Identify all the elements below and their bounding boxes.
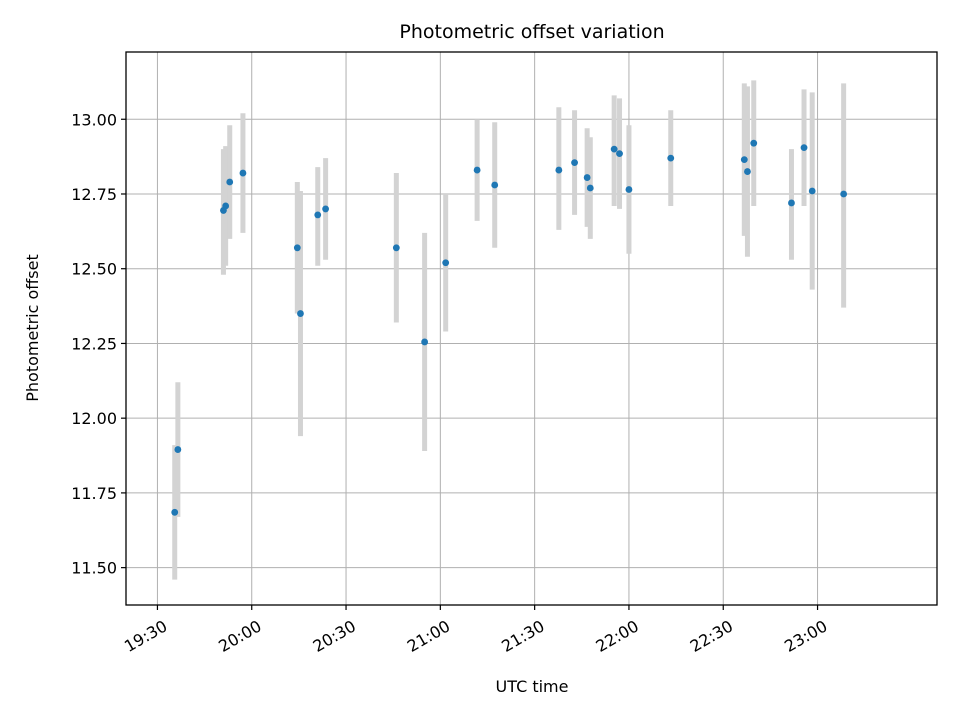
chart-title: Photometric offset variation <box>399 21 664 43</box>
x-tick-label: 22:00 <box>593 616 642 656</box>
data-point <box>800 144 808 152</box>
data-point <box>583 174 591 181</box>
data-point <box>392 244 400 252</box>
data-point <box>222 202 230 210</box>
y-tick-label: 12.75 <box>71 185 117 204</box>
data-point <box>473 166 481 174</box>
data-point <box>610 145 618 153</box>
y-axis-label: Photometric offset <box>23 254 42 402</box>
y-tick-label: 13.00 <box>71 110 117 129</box>
x-tick-label: 22:30 <box>687 616 736 656</box>
data-point <box>616 150 623 158</box>
data-point <box>571 159 578 167</box>
x-tick-label: 20:30 <box>310 616 359 656</box>
data-point <box>555 166 563 174</box>
data-point <box>171 508 179 516</box>
data-point <box>421 338 429 346</box>
x-tick-label: 21:30 <box>498 616 547 656</box>
data-point <box>174 446 182 453</box>
x-axis-label: UTC time <box>496 677 569 696</box>
data-point <box>808 187 816 195</box>
x-tick-label: 21:00 <box>404 616 453 656</box>
x-tick-label: 23:00 <box>781 616 830 656</box>
y-axis: 11.50 11.75 12.00 12.25 12.50 12.75 13.00 <box>71 110 126 578</box>
data-point <box>750 139 758 147</box>
y-tick-label: 12.00 <box>71 409 117 428</box>
data-point <box>740 156 748 164</box>
x-tick-label: 19:30 <box>121 616 170 656</box>
data-point <box>293 244 301 252</box>
grid <box>126 52 937 605</box>
data-point <box>744 168 751 175</box>
y-tick-label: 11.75 <box>71 484 117 503</box>
y-tick-label: 12.50 <box>71 260 117 279</box>
data-point <box>586 184 594 192</box>
data-point <box>239 169 247 177</box>
data-point <box>491 181 499 189</box>
data-point <box>788 199 795 207</box>
data-point <box>625 186 633 193</box>
data-point <box>297 310 304 317</box>
x-tick-label: 20:00 <box>215 616 264 656</box>
plot-frame <box>125 51 938 606</box>
data-point <box>840 190 848 198</box>
y-tick-label: 11.50 <box>71 559 117 578</box>
error-bars <box>172 80 847 580</box>
data-points <box>171 139 848 516</box>
x-axis: 19:30 20:00 20:30 21:00 21:30 22:00 22:30 23:00 <box>121 605 831 656</box>
y-tick-label: 12.25 <box>71 334 117 353</box>
data-point <box>667 154 675 162</box>
data-point <box>322 205 330 213</box>
data-point <box>442 259 450 267</box>
data-point <box>226 178 234 186</box>
data-point <box>314 211 322 219</box>
